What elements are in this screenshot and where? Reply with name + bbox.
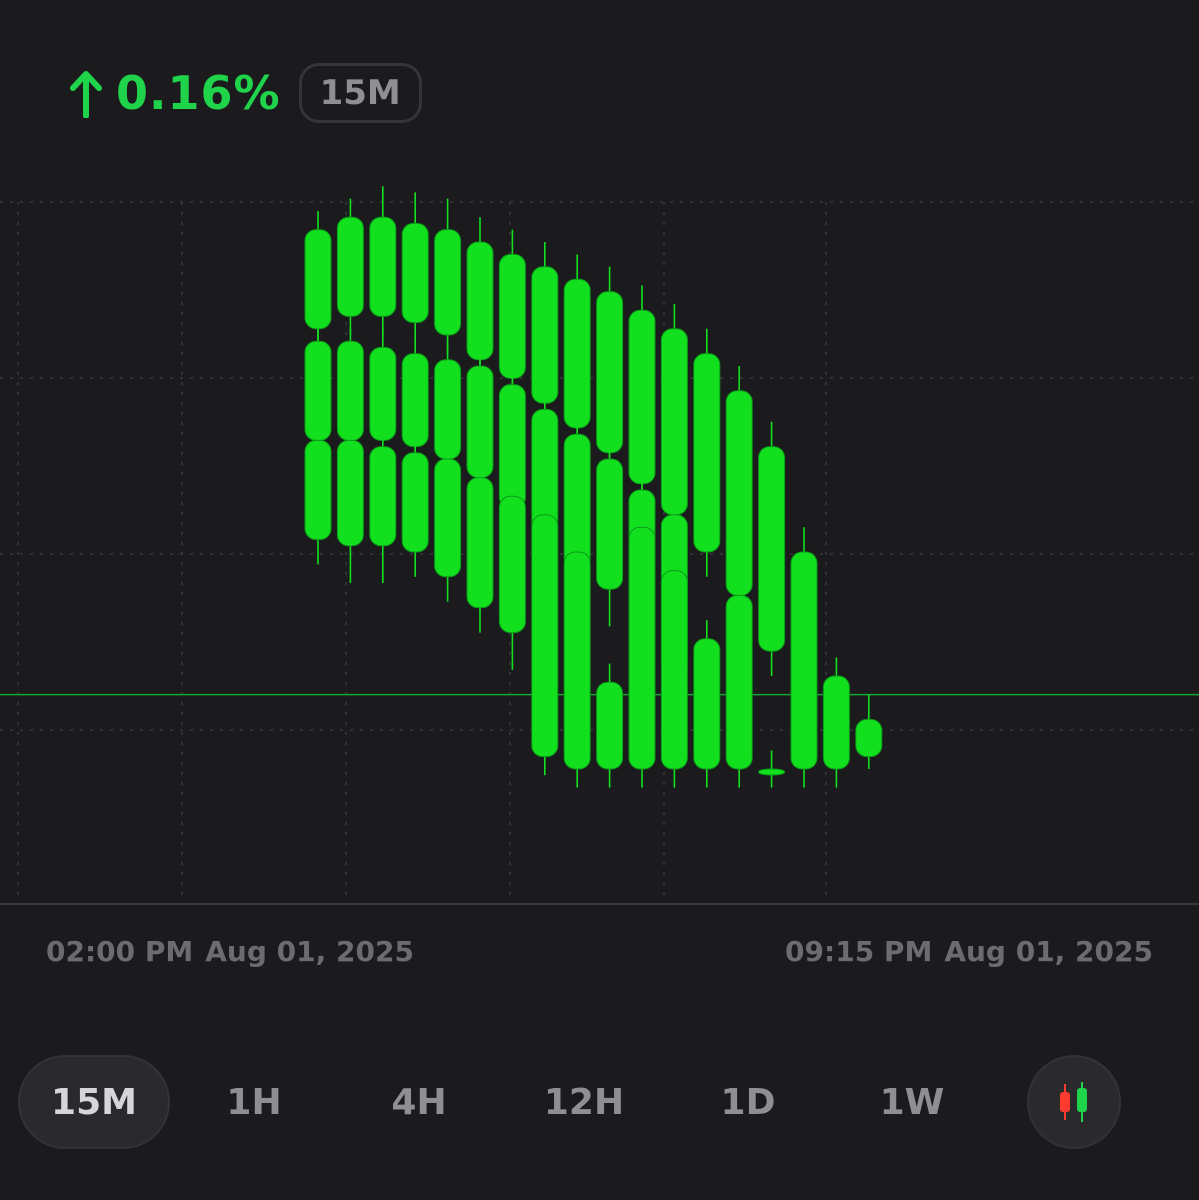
candle-body — [563, 278, 591, 429]
candle-body — [693, 638, 721, 770]
candle — [596, 440, 624, 627]
price-change-header: 0.16% 15M — [68, 58, 422, 128]
candle — [401, 192, 429, 342]
tab-1h[interactable]: 1H — [226, 1081, 282, 1123]
candle — [336, 428, 364, 583]
tab-4h[interactable]: 4H — [391, 1081, 447, 1123]
candle-body — [466, 241, 494, 361]
x-axis-end-date: Aug 01, 2025 — [944, 935, 1153, 968]
candle-body — [336, 340, 364, 441]
candle-body — [369, 216, 397, 317]
x-axis-start-time: 02:00 PM — [46, 935, 194, 968]
tab-12h[interactable]: 12H — [543, 1081, 625, 1123]
candle-body — [822, 675, 850, 770]
candle-body — [596, 458, 624, 590]
candle-body — [628, 526, 656, 770]
x-axis-start-label: 02:00 PM Aug 01, 2025 — [46, 935, 414, 968]
candle — [725, 576, 753, 788]
candle — [693, 328, 721, 577]
candle-body — [304, 340, 332, 441]
candle-body — [434, 229, 462, 336]
candle-body — [563, 551, 591, 770]
candle-body — [466, 477, 494, 609]
candle — [369, 428, 397, 583]
candle-body — [434, 359, 462, 460]
candle — [369, 186, 397, 335]
tab-1d[interactable]: 1D — [720, 1081, 776, 1123]
candle — [758, 421, 786, 676]
candle — [336, 198, 364, 335]
candlestick-icon — [1060, 1082, 1087, 1122]
candle-body — [758, 446, 786, 652]
tab-15m[interactable]: 15M — [18, 1055, 170, 1149]
candle-body — [596, 291, 624, 454]
candle — [304, 211, 332, 348]
candle — [628, 508, 656, 788]
candle-body — [369, 346, 397, 441]
candle-body — [758, 768, 786, 776]
arrow-up-icon — [70, 71, 102, 118]
candle — [466, 459, 494, 633]
candle-body — [401, 452, 429, 553]
x-axis-end-time: 09:15 PM — [785, 935, 933, 968]
candle — [434, 446, 462, 602]
candle — [563, 533, 591, 788]
candle-body — [725, 390, 753, 596]
candle — [434, 198, 462, 354]
timeframe-selector: 15M 1H 4H 12H 1D 1W — [18, 1055, 1181, 1149]
candle — [596, 663, 624, 788]
candle-body — [531, 514, 559, 758]
candle — [304, 428, 332, 565]
candle-body — [336, 439, 364, 547]
price-change: 0.16% — [68, 66, 281, 120]
candle-body — [855, 718, 883, 758]
candles — [304, 186, 883, 788]
candle-body — [498, 253, 526, 379]
tab-1w[interactable]: 1W — [879, 1081, 945, 1123]
candle-body — [660, 328, 688, 516]
candle — [693, 620, 721, 788]
x-axis-end-label: 09:15 PM Aug 01, 2025 — [785, 935, 1153, 968]
candle — [758, 750, 786, 788]
candle — [855, 694, 883, 769]
candle — [660, 552, 688, 788]
candle-body — [369, 446, 397, 547]
x-axis-start-date: Aug 01, 2025 — [205, 935, 414, 968]
candle-body — [628, 309, 656, 485]
candle — [401, 434, 429, 577]
candle — [822, 657, 850, 788]
candle-body — [498, 495, 526, 634]
price-change-value: 0.16% — [116, 66, 281, 120]
candle-body — [660, 570, 688, 770]
candle-body — [596, 681, 624, 770]
candle-body — [434, 458, 462, 578]
candle-body — [401, 353, 429, 448]
candle-body — [531, 266, 559, 404]
candle-body — [304, 229, 332, 330]
candle — [531, 496, 559, 776]
candle — [790, 527, 818, 788]
candle-body — [790, 551, 818, 770]
candle-body — [336, 216, 364, 317]
chart-type-toggle[interactable] — [1027, 1055, 1121, 1149]
interval-badge: 15M — [298, 63, 422, 123]
candle-body — [725, 594, 753, 770]
candlestick-chart[interactable] — [0, 180, 1199, 910]
candle — [725, 366, 753, 621]
candle-body — [401, 222, 429, 324]
candle — [498, 477, 526, 670]
candle-body — [304, 439, 332, 541]
candle — [628, 285, 656, 509]
candle-body — [693, 353, 721, 553]
